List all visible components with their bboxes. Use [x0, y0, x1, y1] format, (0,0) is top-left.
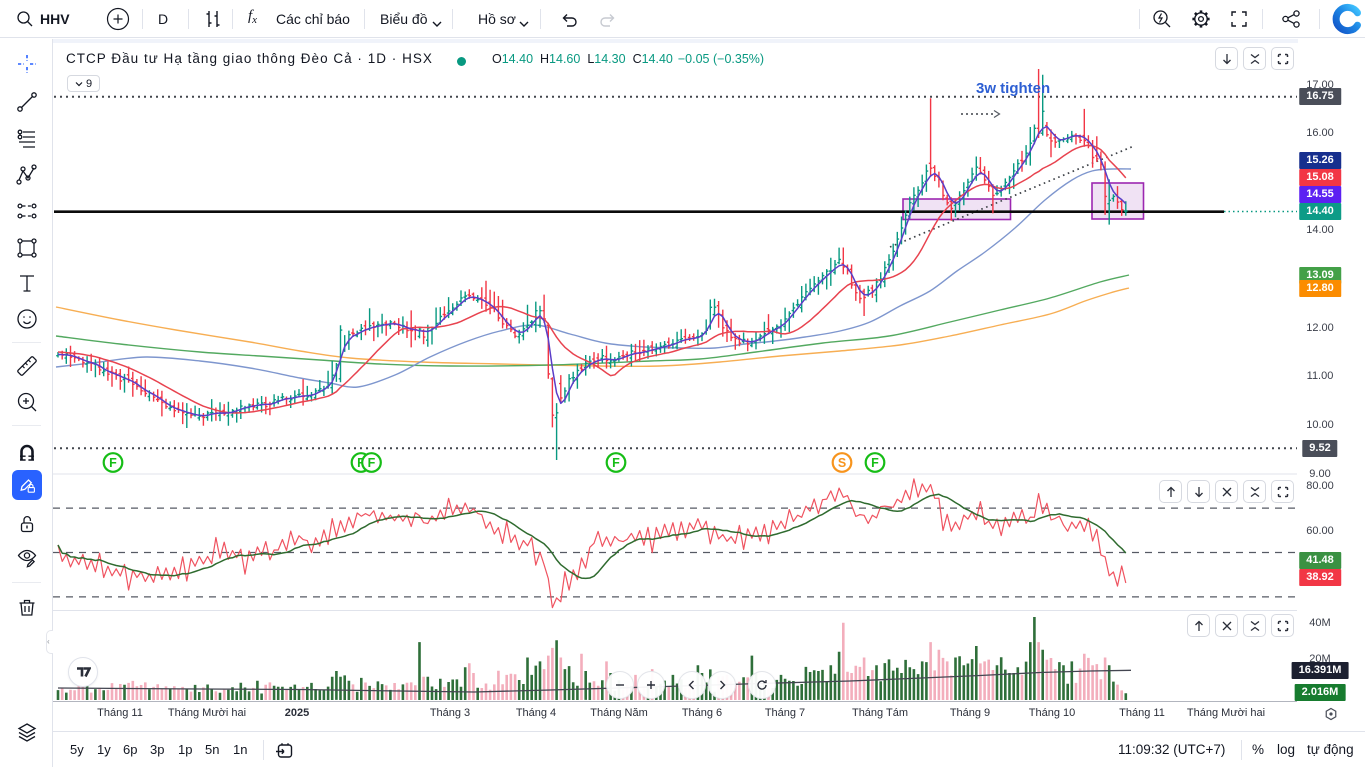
svg-text:S: S — [838, 456, 846, 470]
svg-text:F: F — [368, 456, 376, 470]
svg-text:F: F — [109, 456, 117, 470]
svg-text:3w tighten: 3w tighten — [976, 80, 1050, 97]
svg-text:F: F — [612, 456, 620, 470]
svg-text:F: F — [871, 456, 879, 470]
